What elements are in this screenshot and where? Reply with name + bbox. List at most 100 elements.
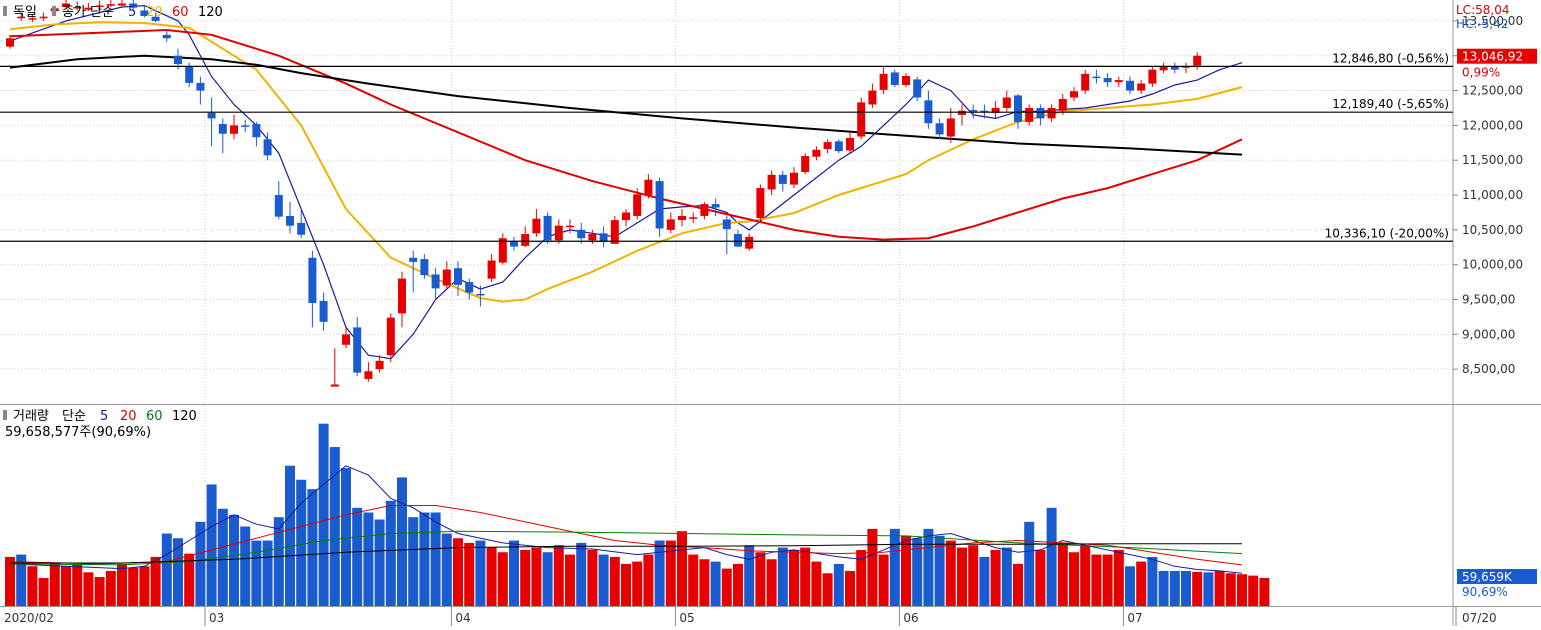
price-tick-label: 13,500,00 xyxy=(1462,14,1523,28)
candle-body xyxy=(767,174,776,190)
candle xyxy=(622,208,630,227)
candle xyxy=(286,202,294,234)
volume-bar xyxy=(206,484,217,606)
price-ma-20 xyxy=(9,21,1243,303)
lc-label: LC:58,04 xyxy=(1456,3,1509,17)
volume-bar xyxy=(296,479,307,606)
candle xyxy=(879,66,888,95)
candle-body xyxy=(465,282,474,293)
candle-body xyxy=(286,215,294,226)
x-tick-label: 04 xyxy=(455,611,470,625)
candle-body xyxy=(454,268,462,285)
candle xyxy=(241,119,250,133)
candle xyxy=(1103,73,1112,88)
volume-bar xyxy=(710,561,721,606)
candle xyxy=(17,12,26,21)
x-tick-label: 07 xyxy=(1127,611,1142,625)
candle xyxy=(1170,62,1179,74)
volume-bar xyxy=(833,563,844,606)
candle xyxy=(902,73,910,88)
candle-body xyxy=(958,110,966,115)
candle xyxy=(129,0,138,11)
volume-bar xyxy=(1102,554,1113,606)
candle-body xyxy=(711,204,720,208)
volume-bar xyxy=(240,526,251,606)
candle-body xyxy=(622,212,630,221)
candle xyxy=(95,0,104,10)
candle-body xyxy=(734,234,742,247)
candle xyxy=(6,34,14,49)
x-tick-label: 07/20 xyxy=(1462,611,1497,625)
horizontal-lines[interactable]: 12,846,80 (-0,56%) 12,189,40 (-5,65%) 10,3… xyxy=(0,51,1453,242)
legend-marker-icon xyxy=(3,410,7,420)
volume-bar xyxy=(565,554,575,606)
volume-bar xyxy=(957,547,967,606)
candle xyxy=(431,268,440,300)
candle xyxy=(1137,80,1146,95)
candle xyxy=(823,139,832,154)
volume-bar xyxy=(811,561,822,606)
candle xyxy=(1014,94,1022,129)
candle xyxy=(946,107,955,143)
price-tick-label: 9,500,00 xyxy=(1462,293,1515,307)
candle xyxy=(812,146,821,161)
x-tick-label: 05 xyxy=(679,611,694,625)
volume-bar xyxy=(755,552,766,606)
volume-bar xyxy=(453,538,463,606)
price-ma-60 xyxy=(9,28,1243,241)
candle-body xyxy=(1058,98,1067,111)
volume-bar xyxy=(1125,566,1135,606)
candle-body xyxy=(1036,107,1045,119)
candle xyxy=(252,121,261,147)
legend-marker-icon xyxy=(52,6,56,16)
candle xyxy=(196,76,205,105)
candle-body xyxy=(834,141,843,152)
candle xyxy=(633,188,642,220)
volume-bar xyxy=(889,528,900,606)
candle-body xyxy=(644,179,653,196)
candle-body xyxy=(599,233,608,242)
price-candles xyxy=(6,0,1202,387)
candle xyxy=(487,254,496,283)
volume-bar xyxy=(150,556,161,606)
volume-bar xyxy=(744,545,755,606)
candle xyxy=(162,29,171,42)
volume-bar xyxy=(1203,572,1214,606)
volume-bar xyxy=(677,531,687,606)
volume-bar xyxy=(598,554,609,606)
candle xyxy=(689,212,698,223)
candle-body xyxy=(868,90,877,105)
candle xyxy=(868,83,877,108)
volume-ma-20 xyxy=(9,505,1243,566)
candle xyxy=(1058,94,1067,115)
candle-body xyxy=(532,218,541,234)
volume-bar xyxy=(520,549,531,606)
candle xyxy=(1025,104,1034,126)
candle xyxy=(666,212,675,234)
candle-body xyxy=(73,6,82,9)
candle xyxy=(442,261,451,290)
volume-bar xyxy=(341,468,351,606)
volume-bar xyxy=(329,447,340,606)
volume-ma-120 xyxy=(10,543,1242,564)
candle-body xyxy=(129,3,138,8)
x-tick-label: 06 xyxy=(903,611,918,625)
volume-bar xyxy=(822,573,833,606)
candle xyxy=(700,202,709,220)
volume-bar xyxy=(688,554,699,606)
volume-info: 59,658,577주(90,69%) xyxy=(5,425,151,440)
candle xyxy=(969,104,978,119)
volume-bar xyxy=(766,559,777,606)
candle xyxy=(218,118,227,154)
candle-body xyxy=(487,260,496,279)
volume-bar xyxy=(262,540,273,606)
volume-bar xyxy=(531,547,542,606)
volume-bar xyxy=(979,556,990,606)
volume-bar xyxy=(867,528,878,606)
candle-body xyxy=(498,238,507,263)
candle xyxy=(913,76,922,101)
volume-bar xyxy=(1259,577,1270,606)
candle-body xyxy=(1137,83,1146,91)
candle-body xyxy=(353,327,362,373)
